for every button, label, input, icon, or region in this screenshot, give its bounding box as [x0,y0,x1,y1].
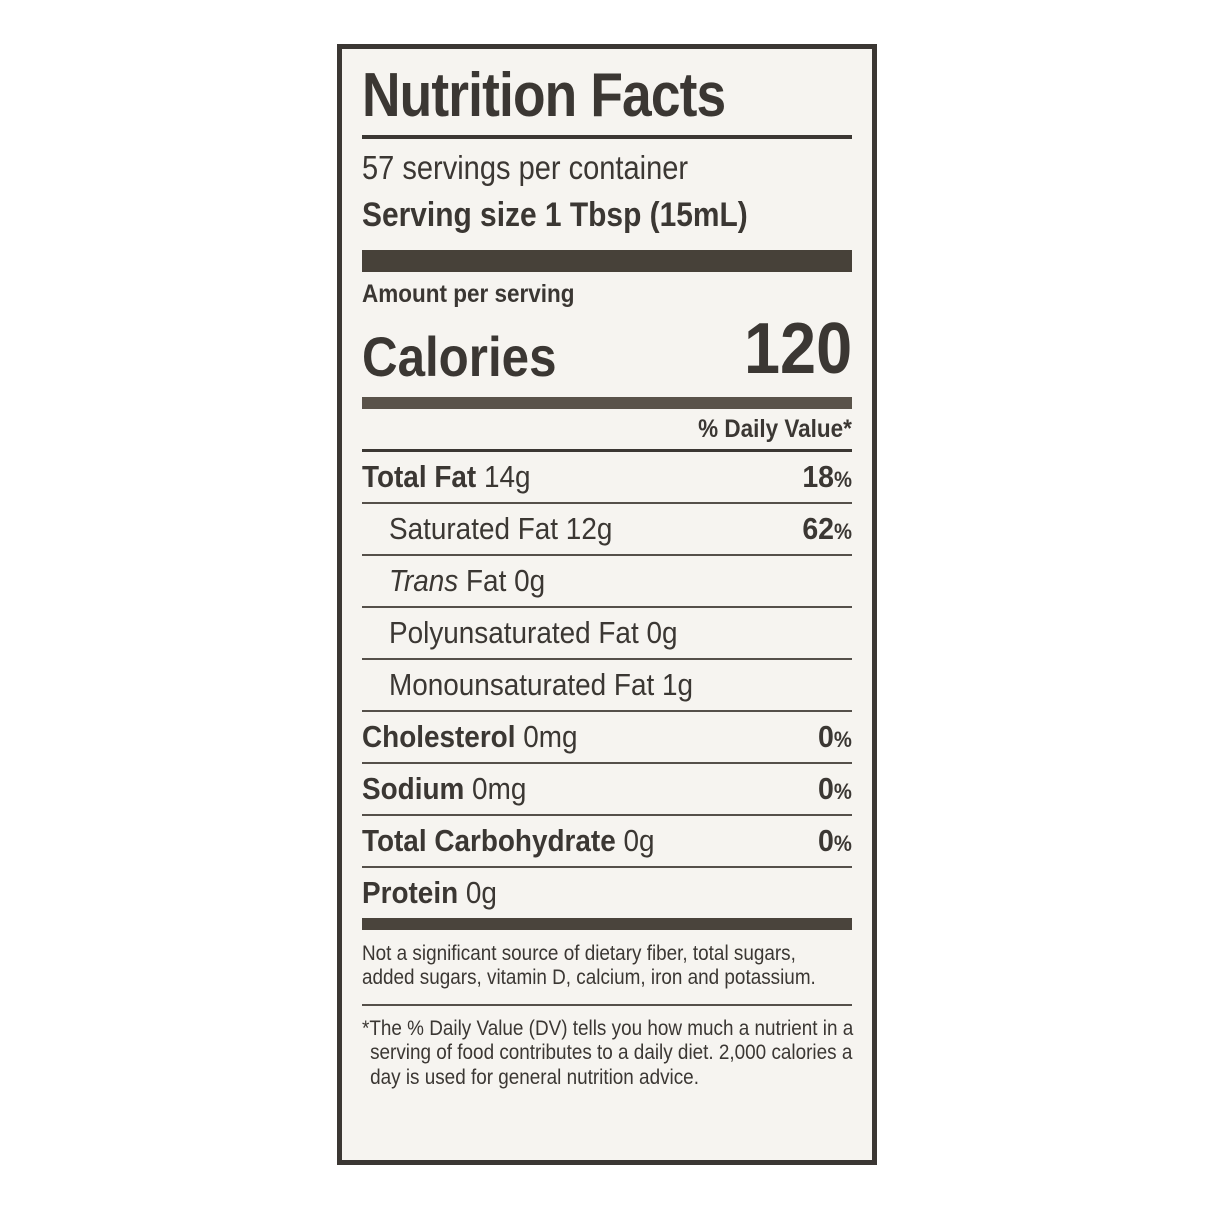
nutrient-name: Protein 0g [362,877,497,908]
nutrient-name-text: Cholesterol [362,719,516,754]
nutrient-row: Monounsaturated Fat 1g [362,660,852,710]
nutrient-name-text: Fat [466,563,507,598]
thick-divider-top [362,250,852,272]
nutrient-name-text: Sodium [362,771,465,806]
percent-symbol: % [834,519,852,544]
percent-symbol: % [834,779,852,804]
nutrient-name: Total Fat 14g [362,461,530,492]
calories-value: 120 [743,309,852,389]
nutrient-amount: 0mg [464,771,527,806]
percent-symbol: % [834,831,852,856]
daily-value-footnote: *The % Daily Value (DV) tells you how mu… [362,1016,854,1089]
nutrient-name-text: Total Carbohydrate [362,823,616,858]
calories-row: Calories 120 [362,313,852,385]
nutrient-name: Sodium 0mg [362,773,526,804]
nutrient-daily-value: 0% [818,773,852,804]
nutrient-amount: 14g [476,459,531,494]
nutrient-row: Total Carbohydrate 0g 0% [362,816,852,866]
daily-value-number: 18 [802,459,835,494]
nutrient-daily-value: 0% [818,721,852,752]
nutrient-row: Total Fat 14g 18% [362,452,852,502]
nutrient-name: Polyunsaturated Fat 0g [362,617,678,648]
nutrient-row-divider [362,710,852,712]
nutrient-amount: 0g [458,875,497,910]
nutrient-table: Total Fat 14g 18% Saturated Fat 12g 62% Tran… [362,452,852,918]
daily-value-number: 62 [802,511,835,546]
nutrient-name: Total Carbohydrate 0g [362,825,655,856]
nutrient-row-divider [362,502,852,504]
nutrient-name-text: Polyunsaturated Fat [389,615,639,650]
percent-symbol: % [834,727,852,752]
nutrient-row: Sodium 0mg 0% [362,764,852,814]
daily-value-number: 0 [818,719,835,754]
serving-size: Serving size 1 Tbsp (15mL) [362,196,748,234]
divider-below-calories [362,397,852,409]
nutrient-row: Protein 0g [362,868,852,918]
title-divider [362,135,852,139]
nutrient-row: Saturated Fat 12g 62% [362,504,852,554]
divider-below-protein [362,918,852,930]
nutrient-daily-value: 62% [802,513,852,544]
nutrient-name: Cholesterol 0mg [362,721,578,752]
nutrient-row-divider [362,606,852,608]
nutrient-row-divider [362,762,852,764]
percent-symbol: % [834,467,852,492]
nutrient-amount: 0g [615,823,655,858]
calories-label: Calories [362,325,557,388]
nutrient-amount: 0g [506,563,546,598]
daily-value-header: % Daily Value* [362,417,852,442]
nutrition-facts-panel: Nutrition Facts 57 servings per containe… [337,44,877,1165]
nutrient-daily-value: 18% [802,461,852,492]
nutrient-name-text: Protein [362,875,459,910]
nutrient-amount: 1g [654,667,694,702]
nutrient-daily-value: 0% [818,825,852,856]
nutrient-amount: 0g [638,615,678,650]
daily-value-number: 0 [818,771,835,806]
nutrient-row-divider [362,814,852,816]
divider-above-nutrients [362,449,852,452]
nutrient-row-divider [362,658,852,660]
nutrient-name: Monounsaturated Fat 1g [362,669,693,700]
nutrient-name-text: Monounsaturated Fat [389,667,655,702]
not-significant-footnote: Not a significant source of dietary fibe… [362,942,816,990]
servings-per-container: 57 servings per container [362,149,689,186]
nutrient-name-text: Saturated Fat [389,511,559,546]
nutrient-name: Trans Fat 0g [362,565,545,596]
nutrient-row-divider [362,554,852,556]
daily-value-header-text: % Daily Value* [698,415,852,443]
nutrient-row: Trans Fat 0g [362,556,852,606]
footnote-divider [362,1003,852,1006]
nutrient-amount: 0mg [515,719,578,754]
nutrient-row: Cholesterol 0mg 0% [362,712,852,762]
amount-per-serving-label: Amount per serving [362,280,575,308]
nutrient-amount: 12g [558,511,613,546]
nutrient-row-divider [362,866,852,868]
nutrient-name-italic: Trans [389,563,467,598]
page-title: Nutrition Facts [362,61,726,130]
nutrient-name-text: Total Fat [362,459,477,494]
daily-value-number: 0 [818,823,835,858]
nutrient-row: Polyunsaturated Fat 0g [362,608,852,658]
nutrient-name: Saturated Fat 12g [362,513,612,544]
